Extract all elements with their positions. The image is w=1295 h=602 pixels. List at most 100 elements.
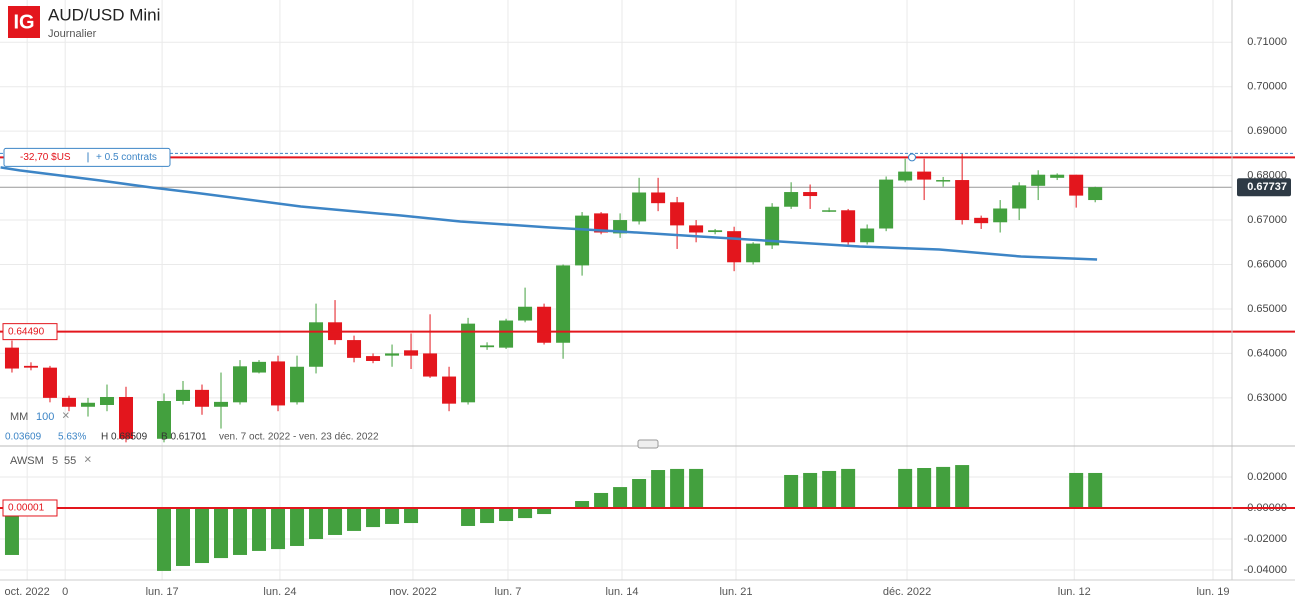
candle-body [1031, 174, 1046, 186]
candle-body [385, 353, 400, 356]
histogram-bar [689, 468, 704, 508]
candle-body [898, 171, 913, 181]
candle-body [860, 228, 875, 243]
x-tick-label: lun. 17 [146, 586, 179, 598]
resize-handle[interactable] [637, 439, 659, 449]
histogram-bar [784, 474, 799, 508]
histogram-bar [271, 507, 286, 550]
histogram-bar [157, 507, 172, 571]
y-tick-label: 0.64000 [1247, 347, 1287, 359]
histogram-bar [366, 507, 381, 528]
x-tick-label: déc. 2022 [883, 586, 931, 598]
x-tick-label: nov. 2022 [389, 586, 437, 598]
candle-body [157, 400, 172, 439]
histogram-bar [385, 507, 400, 524]
logo-box [8, 6, 40, 38]
stat-range: ven. 7 oct. 2022 - ven. 23 déc. 2022 [219, 432, 379, 443]
histogram-bar [1088, 472, 1103, 508]
candle-body [80, 402, 95, 407]
candle-body [1069, 174, 1084, 196]
candle-body [480, 345, 495, 348]
candle-body [271, 361, 286, 406]
position-tag[interactable] [3, 147, 171, 167]
histogram-bar [632, 479, 647, 508]
candle-body [118, 396, 133, 439]
candle-body [594, 213, 609, 233]
y-tick-label: 0.69000 [1247, 125, 1287, 137]
indicator-fast: 5 [52, 455, 58, 467]
y-tick-label: 0.70000 [1247, 81, 1287, 93]
close-button[interactable]: × [84, 451, 92, 466]
histogram-bar [309, 507, 324, 539]
histogram-bar [214, 507, 229, 559]
x-tick-label: lun. 19 [1196, 586, 1229, 598]
y-tick-label: 0.63000 [1247, 392, 1287, 404]
level-label: 0.00001 [8, 503, 45, 514]
candle-body [347, 340, 362, 358]
candle-body [252, 361, 267, 373]
y-tick-label: -0.02000 [1244, 533, 1287, 545]
level-tag [2, 323, 58, 341]
candle-body [214, 401, 229, 407]
subtitle: Journalier [48, 28, 97, 40]
histogram-bar [233, 507, 248, 555]
candle-body [309, 322, 324, 367]
histogram-bar [613, 487, 628, 508]
stat-change-pct: 5.63% [58, 432, 86, 443]
stat-low: B 0.61701 [161, 432, 207, 443]
position-pnl: -32,70 $US [20, 152, 71, 163]
x-tick-label: 0 [62, 586, 68, 598]
candle-body [518, 306, 533, 321]
y-tick-label: 0.02000 [1247, 471, 1287, 483]
candle-body [461, 323, 476, 403]
candle-body [176, 389, 191, 401]
histogram-bar [822, 470, 837, 508]
close-button[interactable]: × [62, 407, 70, 422]
candle-body [651, 192, 666, 204]
histogram-bar [917, 468, 932, 508]
histogram-bar [4, 507, 19, 555]
candle-body [727, 231, 742, 263]
candle-body [1012, 185, 1027, 209]
indicator-slow: 55 [64, 455, 76, 467]
y-tick-label: 0.65000 [1247, 303, 1287, 315]
candle-body [404, 350, 419, 356]
candle-body [803, 192, 818, 197]
candle-body [99, 396, 114, 405]
x-tick-label: lun. 21 [719, 586, 752, 598]
candle-body [841, 210, 856, 243]
x-tick-label: lun. 14 [605, 586, 638, 598]
candle-body [708, 230, 723, 233]
y-tick-label: -0.04000 [1244, 564, 1287, 576]
stat-change: 0.03609 [5, 432, 42, 443]
histogram-bar [404, 507, 419, 524]
histogram-bar [575, 501, 590, 508]
ma-label: MM [10, 411, 28, 423]
ma-period: 100 [36, 411, 54, 423]
histogram-bar [195, 507, 210, 564]
histogram-bar [328, 507, 343, 535]
histogram-bar [651, 470, 666, 508]
histogram-bar [1069, 472, 1084, 508]
x-tick-label: lun. 24 [263, 586, 296, 598]
position-size: + 0.5 contrats [96, 152, 157, 163]
histogram-bar [252, 507, 267, 551]
x-tick-label: oct. 2022 [5, 586, 50, 598]
candle-body [61, 397, 76, 407]
candle-body [423, 353, 438, 377]
candle-body [442, 376, 457, 404]
last-price-label: 0.67737 [1247, 181, 1287, 193]
candle-body [1088, 187, 1103, 201]
candle-body [917, 171, 932, 180]
candle-body [822, 210, 837, 212]
indicator-title: AWSM [10, 455, 44, 467]
histogram-bar [347, 507, 362, 531]
candle-body [689, 225, 704, 233]
candle-body [993, 208, 1008, 223]
candle-body [195, 389, 210, 407]
histogram-bar [461, 507, 476, 526]
candle-body [4, 347, 19, 369]
x-tick-label: lun. 7 [495, 586, 522, 598]
